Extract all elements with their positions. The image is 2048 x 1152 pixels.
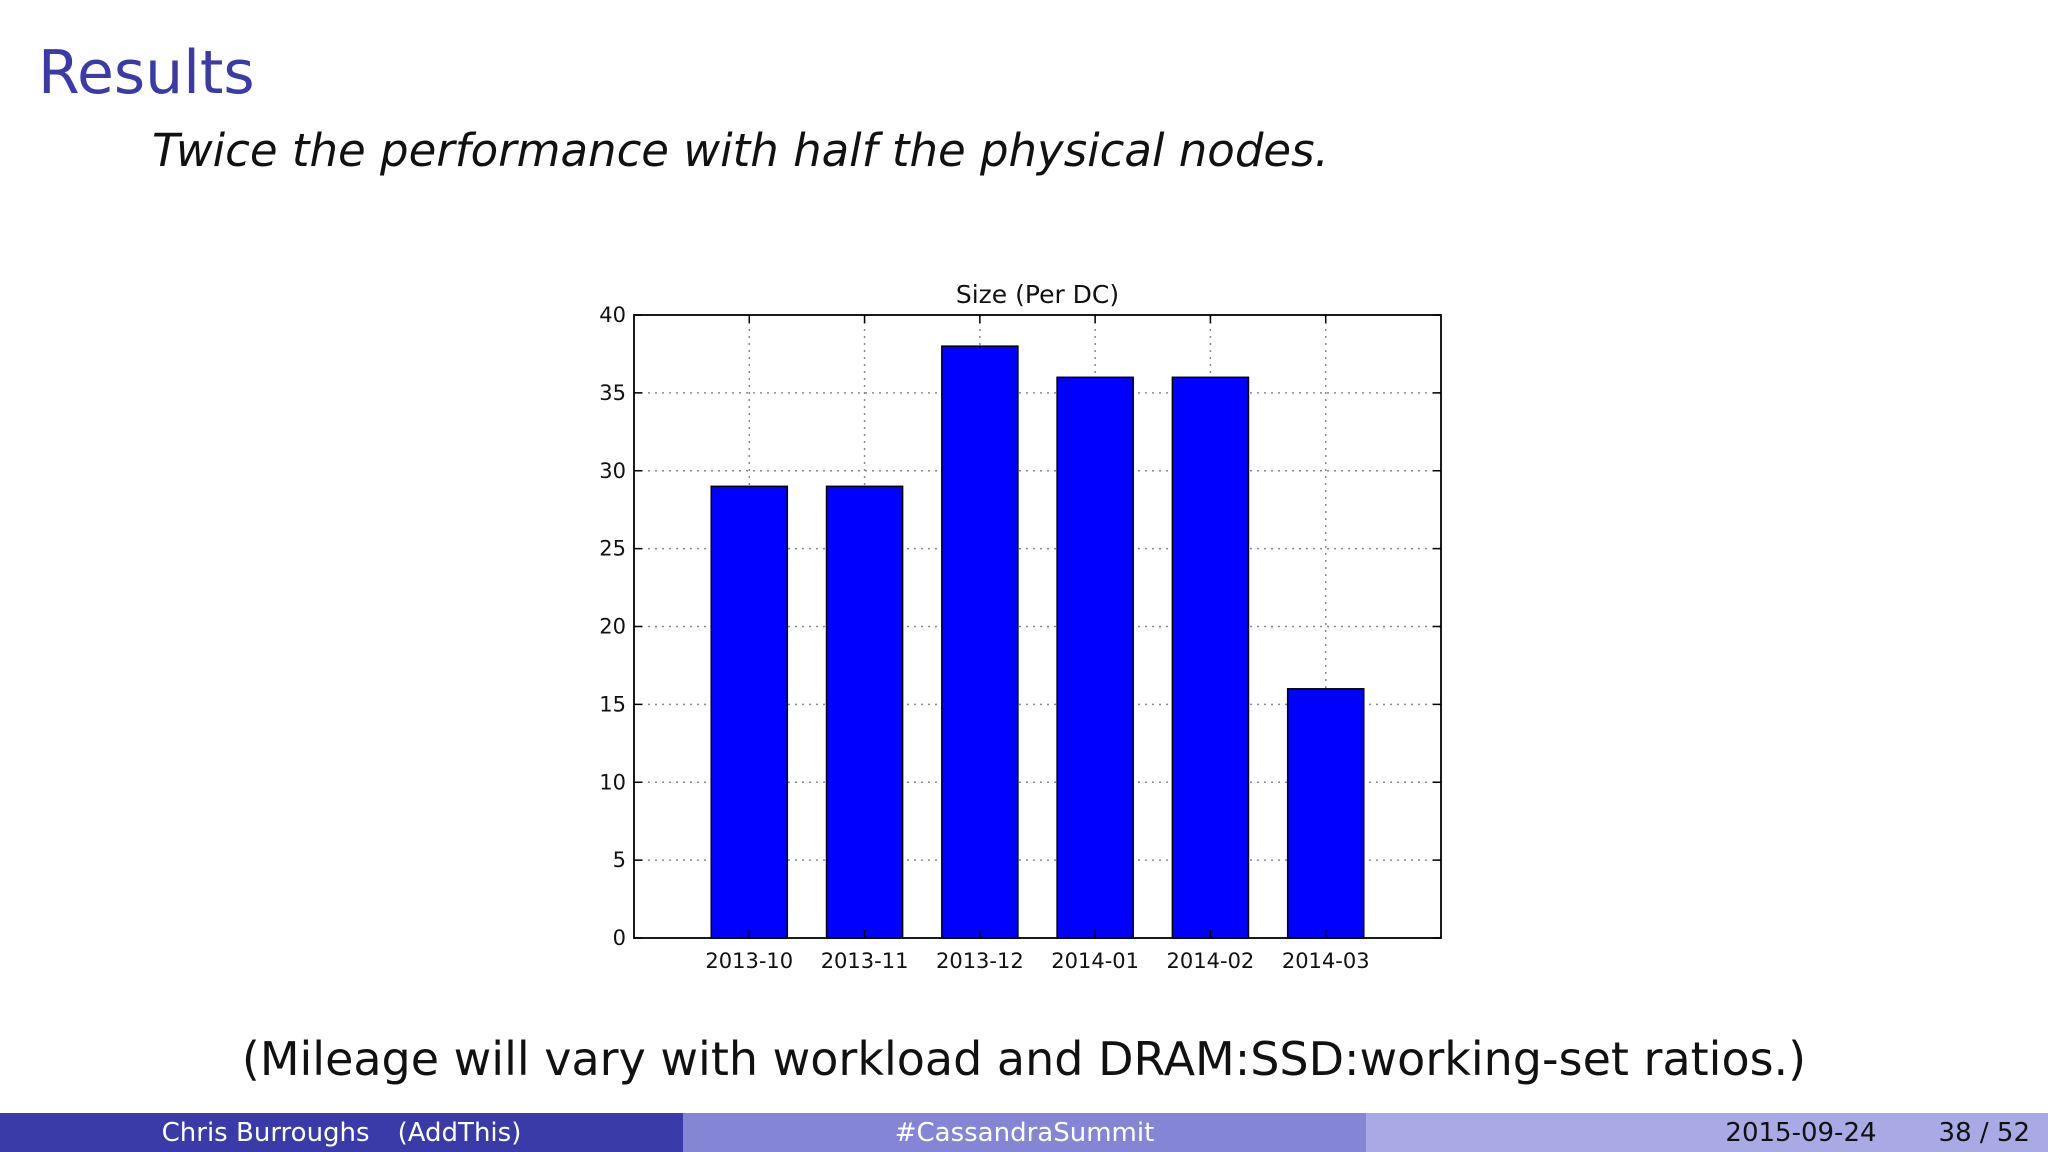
footer-event-section: #CassandraSummit (683, 1113, 1366, 1152)
chart-title: Size (Per DC) (956, 280, 1119, 309)
x-tick-label: 2013-10 (705, 949, 793, 973)
footer-author: Chris Burroughs (161, 1117, 370, 1148)
y-tick-label: 40 (599, 303, 626, 327)
slide-title: Results (38, 38, 255, 108)
bar-chart-svg: Size (Per DC) 0 5 10 15 20 25 30 35 40 2013-10 2013… (599, 280, 1442, 973)
footer-date-section: 2015-09-24 38 / 52 (1366, 1113, 2048, 1152)
y-tick-label: 20 (599, 615, 626, 639)
x-tick-label: 2014-02 (1167, 949, 1255, 973)
y-tick-label: 10 (599, 770, 626, 794)
bar (1286, 688, 1365, 939)
bar-chart: Size (Per DC) 0 5 10 15 20 25 30 35 40 2013-10 2013… (560, 270, 1460, 990)
y-tick-label: 5 (613, 848, 626, 872)
bar (825, 485, 904, 939)
x-tick-label: 2013-12 (936, 949, 1024, 973)
footer-bar: Chris Burroughs (AddThis) #CassandraSumm… (0, 1113, 2048, 1152)
x-tick-label: 2014-03 (1282, 949, 1370, 973)
bar (941, 345, 1019, 939)
y-tick-label: 30 (599, 459, 626, 483)
footer-author-section: Chris Burroughs (AddThis) (0, 1113, 683, 1152)
y-tick-label: 0 (613, 926, 626, 950)
bar (1056, 376, 1134, 939)
plot-frame (633, 314, 1442, 939)
bar (1171, 376, 1250, 939)
bar (710, 485, 789, 939)
x-tick-label: 2014-01 (1051, 949, 1139, 973)
footer-page-number: 38 / 52 (1938, 1117, 2030, 1148)
footer-date: 2015-09-24 (1725, 1117, 1877, 1148)
y-tick-label: 25 (599, 537, 626, 561)
y-tick-label: 15 (599, 692, 626, 716)
slide-caption: (Mileage will vary with workload and DRA… (241, 1032, 1807, 1086)
footer-institute: (AddThis) (397, 1117, 522, 1148)
slide-subtitle: Twice the performance with half the phys… (152, 124, 1329, 177)
footer-event: #CassandraSummit (894, 1117, 1155, 1148)
y-tick-label: 35 (599, 381, 626, 405)
x-tick-label: 2013-11 (821, 949, 909, 973)
